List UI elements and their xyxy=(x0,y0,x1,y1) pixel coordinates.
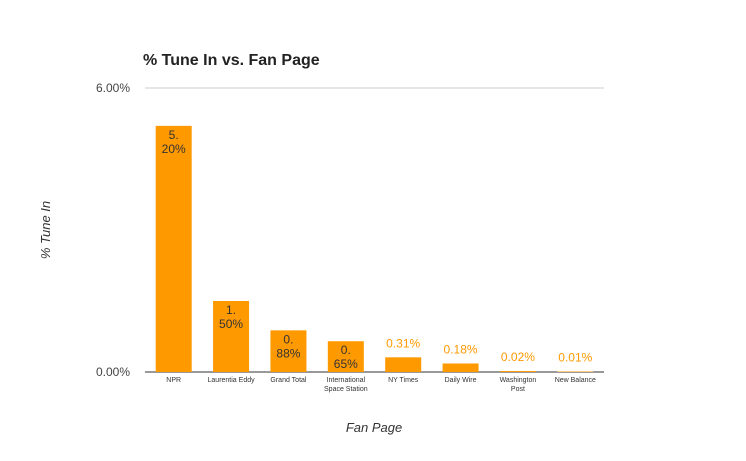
bar xyxy=(155,125,192,372)
x-tick-label: NY Times xyxy=(388,377,419,384)
data-label: 1. 50% xyxy=(219,303,243,331)
x-tick-label: International Space Station xyxy=(324,377,368,393)
x-tick-label: Laurentia Eddy xyxy=(208,377,256,384)
bars xyxy=(155,125,594,373)
y-axis-label: % Tune In xyxy=(38,201,53,259)
x-tick-labels: NPR Laurentia Eddy Grand Total Internationa… xyxy=(166,377,596,393)
y-tick-label: 0.00% xyxy=(96,365,130,379)
data-label: 5. 20% xyxy=(162,128,186,156)
data-label: 0. 65% xyxy=(334,343,358,371)
x-tick-label: Daily Wire xyxy=(445,377,477,384)
x-tick-label: Washington Post xyxy=(500,377,537,393)
bar xyxy=(385,357,422,372)
data-label: 0. 88% xyxy=(276,332,300,360)
chart-title: % Tune In vs. Fan Page xyxy=(143,52,320,69)
y-tick-label: 6.00% xyxy=(96,81,130,95)
x-tick-label: Grand Total xyxy=(270,377,307,384)
bar xyxy=(327,341,364,372)
bar xyxy=(557,371,594,373)
data-label: 0.31% xyxy=(386,336,420,350)
x-tick-label: NPR xyxy=(166,377,181,384)
data-labels: 5. 20% 1. 50% 0. 88% 0. 65% 0.31% 0.18% 0.02% 0.01% xyxy=(162,128,593,371)
x-axis-label: Fan Page xyxy=(346,420,402,435)
bar xyxy=(213,301,250,372)
x-tick-label: New Balance xyxy=(555,377,596,384)
bar xyxy=(270,330,307,372)
data-label: 0.01% xyxy=(558,351,592,365)
data-label: 0.02% xyxy=(501,350,535,364)
data-label: 0.18% xyxy=(444,342,478,356)
bar xyxy=(499,371,536,372)
bar xyxy=(442,363,479,372)
